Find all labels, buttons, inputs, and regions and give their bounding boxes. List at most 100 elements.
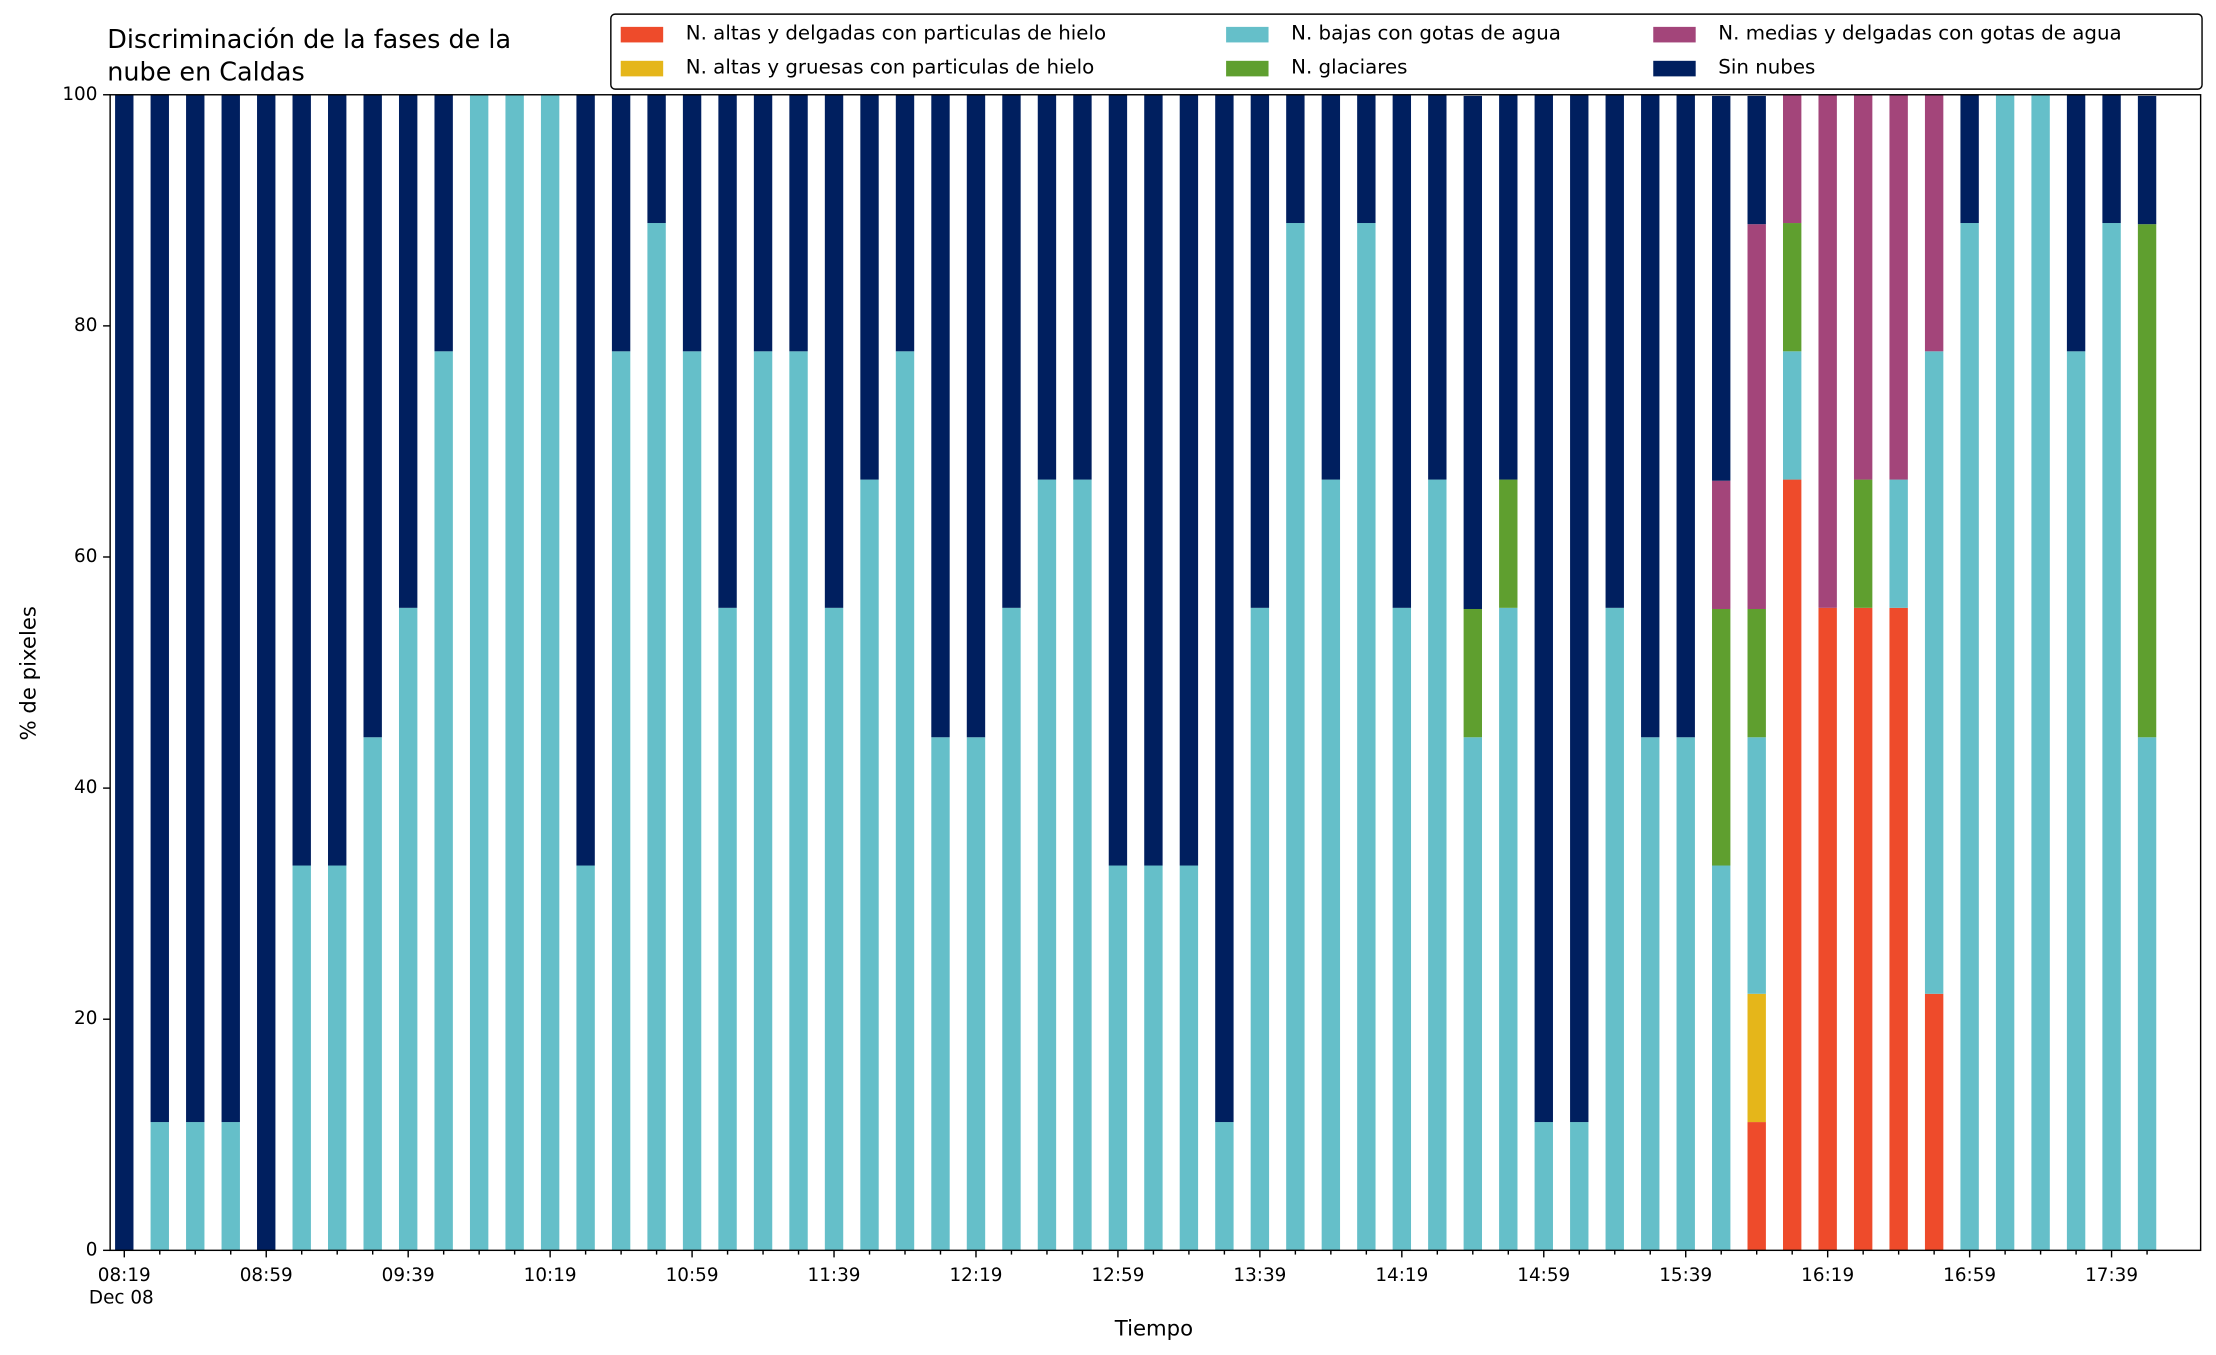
bar-segment bbox=[1215, 94, 1234, 1123]
bar-segment bbox=[1641, 737, 1660, 1251]
y-axis-label: % de pixeles bbox=[17, 606, 42, 740]
bar-segment bbox=[2102, 223, 2121, 1251]
bar-segment bbox=[1144, 94, 1163, 866]
bar-segment bbox=[540, 94, 560, 1251]
bar-segment bbox=[221, 1122, 240, 1251]
bar-segment bbox=[789, 94, 808, 352]
bar-segment bbox=[1853, 479, 1873, 608]
bar-segment bbox=[434, 351, 453, 1251]
legend-label: N. altas y gruesas con particulas de hie… bbox=[686, 55, 1095, 78]
legend-swatch bbox=[1226, 26, 1269, 43]
legend-swatch bbox=[620, 60, 664, 77]
bar-segment bbox=[1676, 94, 1695, 738]
bar-segment bbox=[1747, 1122, 1766, 1251]
bar-segment bbox=[931, 737, 950, 1251]
bar-segment bbox=[1605, 607, 1624, 1251]
bar-segment bbox=[1179, 94, 1199, 866]
x-tick-label: 09:39 bbox=[382, 1265, 435, 1286]
bar-segment bbox=[895, 351, 915, 1251]
bar-segment bbox=[1747, 737, 1766, 994]
bar-segment bbox=[2031, 94, 2050, 1251]
bar-segment bbox=[328, 94, 347, 866]
bar-segment bbox=[1428, 479, 1447, 1251]
bar-segment bbox=[292, 865, 311, 1251]
x-tick-label: 14:19 bbox=[1375, 1265, 1428, 1286]
bar-segment bbox=[1286, 94, 1305, 224]
bar-segment bbox=[150, 94, 169, 1123]
bar-segment bbox=[1747, 608, 1766, 738]
bar-segment bbox=[1889, 607, 1908, 1251]
y-tick-label: 60 bbox=[74, 546, 97, 567]
legend-label: Sin nubes bbox=[1718, 55, 1815, 78]
bar-segment bbox=[789, 351, 808, 1251]
bar-segment bbox=[1463, 737, 1482, 1251]
bar-segment bbox=[1179, 865, 1199, 1251]
bar-segment bbox=[398, 94, 418, 608]
bar-segment bbox=[398, 607, 418, 1251]
bar-segment bbox=[2066, 351, 2086, 1251]
bar-segment bbox=[611, 94, 631, 352]
date-label: Dec 08 bbox=[89, 1287, 154, 1308]
bar-segment bbox=[1357, 94, 1376, 224]
bar-segment bbox=[221, 94, 240, 1123]
legend-label: N. medias y delgadas con gotas de agua bbox=[1718, 21, 2121, 44]
x-tick-label: 15:39 bbox=[1659, 1265, 1712, 1286]
bar-segment bbox=[1321, 94, 1341, 480]
bar-segment bbox=[1818, 607, 1837, 1251]
bar-segment bbox=[363, 94, 382, 738]
bar-segment bbox=[1357, 223, 1376, 1251]
bar-segment bbox=[1108, 94, 1128, 866]
bar-segment bbox=[1037, 479, 1057, 1251]
bar-segment bbox=[1002, 607, 1021, 1251]
bar-segment bbox=[1712, 480, 1731, 609]
x-tick-label: 16:19 bbox=[1801, 1265, 1854, 1286]
bar-segment bbox=[1676, 737, 1695, 1251]
bar-segment bbox=[1286, 223, 1305, 1251]
bar-segment bbox=[647, 94, 666, 224]
bar-segment bbox=[682, 351, 702, 1251]
y-tick-label: 20 bbox=[74, 1008, 97, 1029]
y-tick-label: 80 bbox=[74, 315, 97, 336]
legend-label: N. bajas con gotas de agua bbox=[1291, 21, 1561, 44]
bar-segment bbox=[1499, 94, 1518, 480]
bar-segment bbox=[1889, 479, 1908, 608]
bar-segment bbox=[505, 94, 524, 1251]
legend-label: N. altas y delgadas con particulas de hi… bbox=[686, 21, 1106, 44]
bar-segment bbox=[1534, 94, 1553, 1123]
bar-segment bbox=[257, 94, 276, 1251]
bar-segment bbox=[576, 94, 595, 866]
bar-segment bbox=[1782, 479, 1802, 1251]
bar-segment bbox=[824, 607, 844, 1251]
bar-segment bbox=[186, 1122, 205, 1251]
bar-segment bbox=[1712, 865, 1731, 1251]
x-tick-label: 10:59 bbox=[666, 1265, 719, 1286]
bar-segment bbox=[824, 94, 844, 608]
chart-title: nube en Caldas bbox=[107, 58, 304, 88]
x-tick-label: 08:19 bbox=[98, 1265, 151, 1286]
bar-segment bbox=[1534, 1122, 1553, 1251]
bar-segment bbox=[1889, 94, 1908, 480]
bar-segment bbox=[328, 865, 347, 1251]
bar-segment bbox=[1215, 1122, 1234, 1251]
legend-box bbox=[610, 13, 2203, 90]
bar-segment bbox=[1037, 94, 1057, 480]
bar-segment bbox=[647, 223, 666, 1251]
x-tick-label: 16:59 bbox=[1943, 1265, 1996, 1286]
y-tick-label: 0 bbox=[86, 1239, 98, 1260]
x-tick-label: 08:59 bbox=[240, 1265, 293, 1286]
y-tick-label: 100 bbox=[62, 84, 97, 105]
bar-segment bbox=[1924, 94, 1944, 352]
bar-segment bbox=[1250, 607, 1270, 1251]
bar-segment bbox=[1392, 607, 1412, 1251]
bar-segment bbox=[1392, 94, 1412, 608]
bar-segment bbox=[682, 94, 702, 352]
bar-segment bbox=[1924, 351, 1944, 994]
bar-segment bbox=[576, 865, 595, 1251]
bar-segment bbox=[895, 94, 915, 352]
bar-segment bbox=[1463, 608, 1482, 738]
bar-segment bbox=[1605, 94, 1624, 608]
bar-segment bbox=[1818, 94, 1837, 608]
bar-segment bbox=[1499, 607, 1518, 1251]
bar-segment bbox=[1747, 993, 1766, 1123]
